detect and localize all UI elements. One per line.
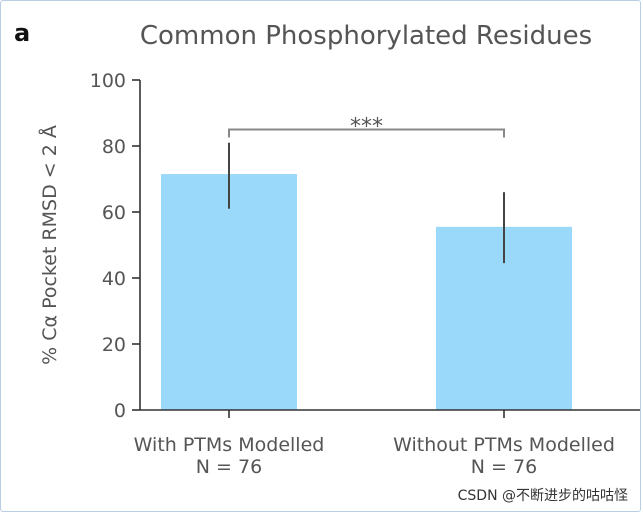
bar-0 [161,174,297,410]
x-tick-label-0: With PTMs Modelled [134,434,325,456]
y-tick-label-3: 60 [102,202,126,224]
chart-title: Common Phosphorylated Residues [140,21,592,51]
y-axis-label: % Cα Pocket RMSD < 2 Å [38,125,61,365]
x-tick-label-1: Without PTMs Modelled [393,434,615,456]
significance-label: *** [350,115,383,140]
y-tick-label-2: 40 [102,268,126,290]
panel-label: a [14,19,30,47]
x-tick-sublabel-0: N = 76 [196,456,262,478]
x-tick-sublabel-1: N = 76 [471,456,537,478]
y-tick-label-0: 0 [114,400,126,422]
y-tick-label-5: 100 [90,70,126,92]
watermark: CSDN @不断进步的咕咕怪 [458,488,628,504]
y-tick-label-1: 20 [102,334,126,356]
y-tick-label-4: 80 [102,136,126,158]
significance-bracket [228,128,505,138]
